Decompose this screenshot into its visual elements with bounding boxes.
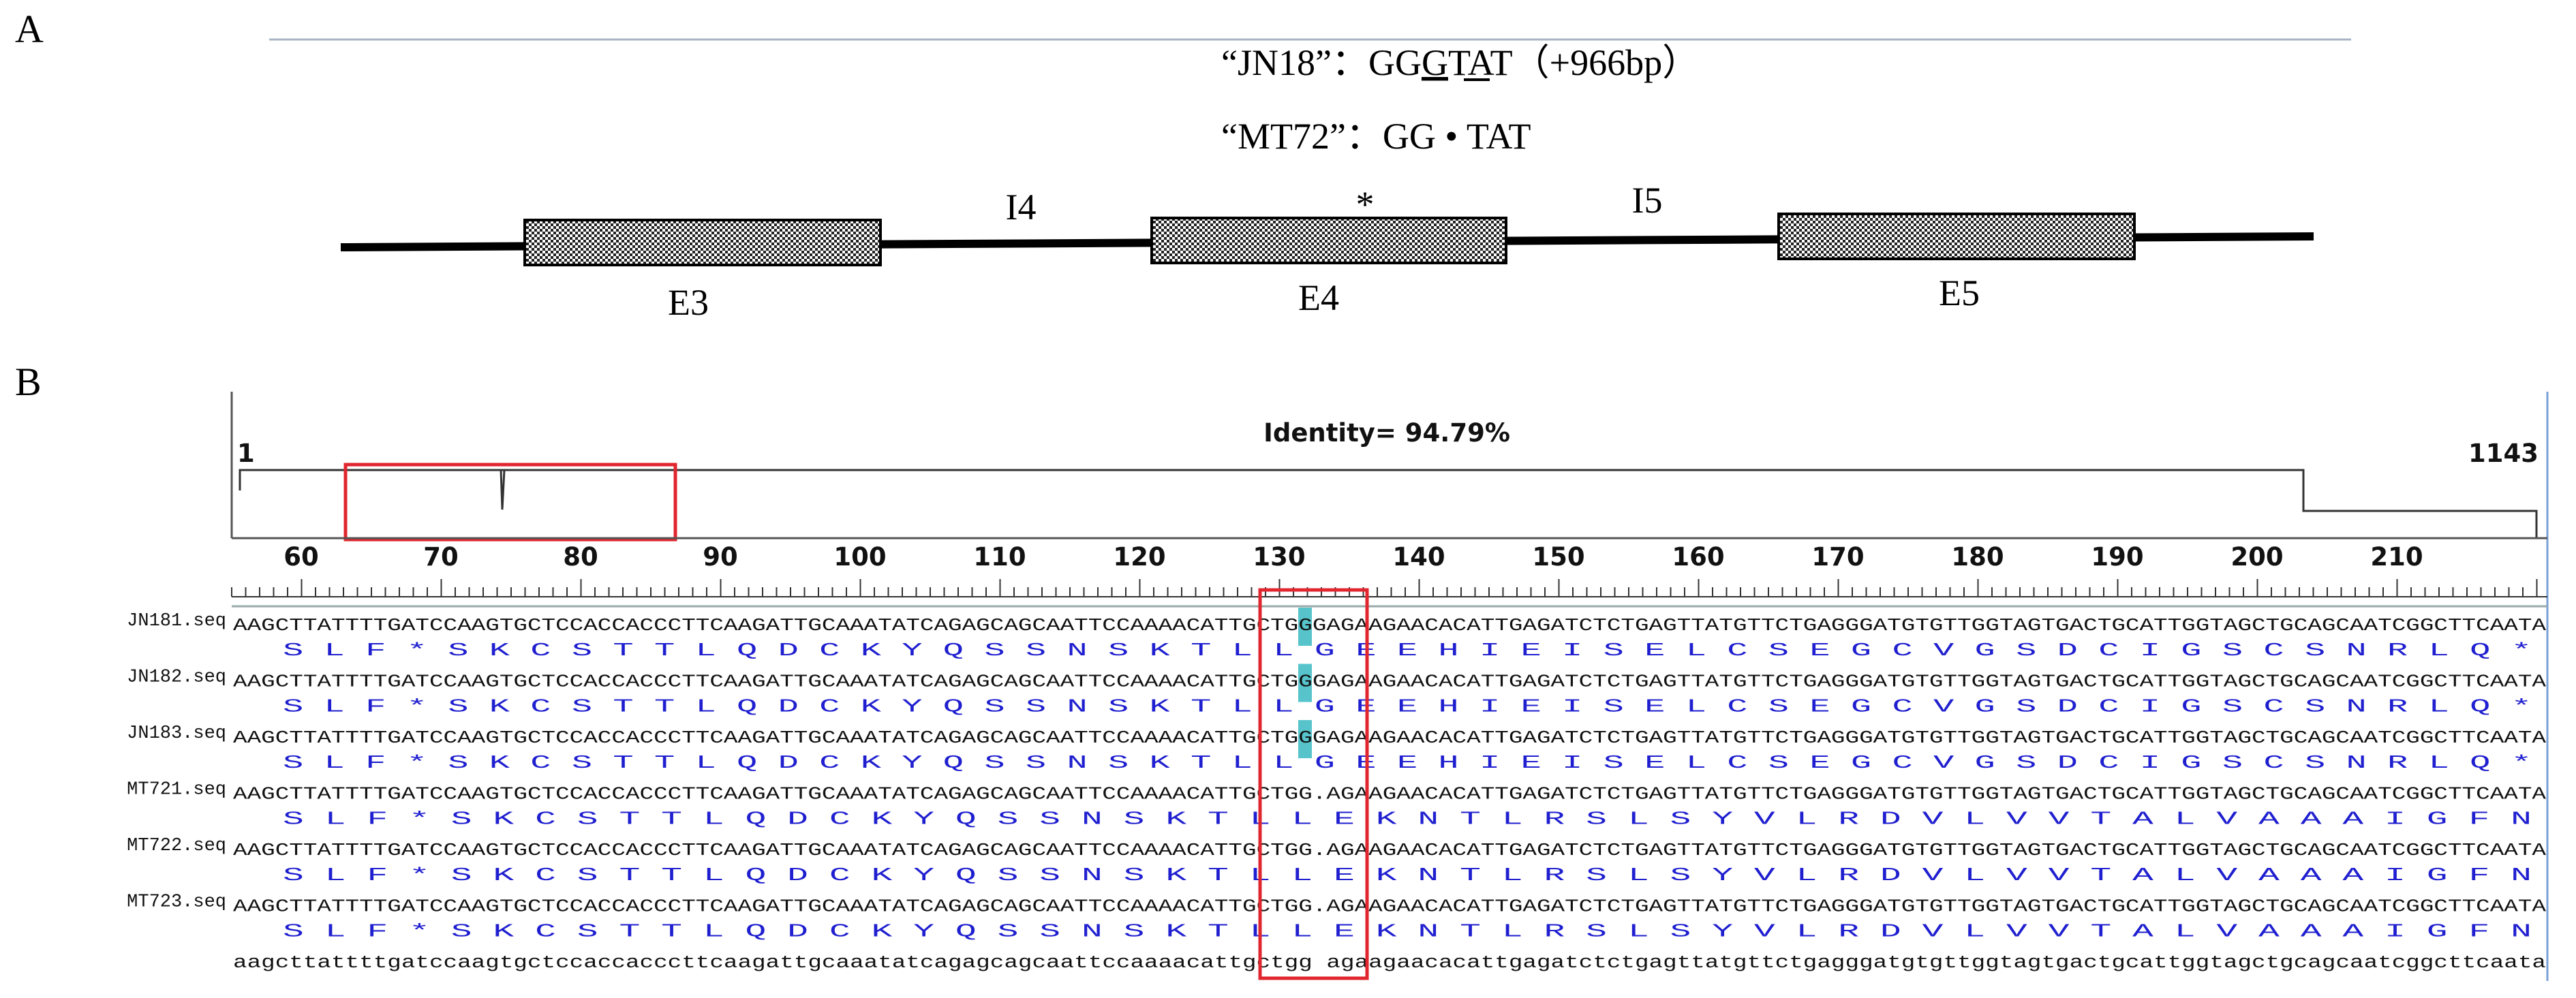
ruler-label: 120 — [1113, 542, 1165, 572]
consensus-sequence: aagcttattttgatccaagtgctccaccacccttcaagat… — [233, 953, 2546, 973]
exon-e4-label: E4 — [1298, 277, 1339, 318]
dna-segment: AGAAGAACACATTGAGATCTCTGAGTTATGTTCTGAGGGA… — [1326, 841, 2546, 860]
dna-segment: . — [1313, 897, 1327, 917]
amino-acid-translation: S L F * S K C S T T L Q D C K Y Q S S N … — [283, 866, 2532, 886]
mt72-allele-text: “MT72”：GG • TAT — [1221, 116, 1531, 157]
ruler-label: 190 — [2091, 542, 2143, 572]
amino-acid-translation: S L F * S K C S T T L Q D C K Y Q S S N … — [283, 810, 2532, 830]
ruler-label: 140 — [1392, 542, 1445, 572]
dna-sequence: AAGCTTATTTTGATCCAAGTGCTCCACCACCCTTCAAGAT… — [233, 728, 2547, 748]
ruler-ticks — [231, 579, 2538, 597]
ruler-label: 130 — [1253, 542, 1305, 572]
overview-selection-box — [343, 463, 677, 542]
dna-segment: AGAAGAACACATTGAGATCTCTGAGTTATGTTCTGAGGGA… — [1326, 672, 2546, 692]
panel-b: B Identity= 94.79% 1 1143 60 70 80 90 100 110… — [15, 360, 2549, 981]
dna-sequence: AAGCTTATTTTGATCCAAGTGCTCCACCACCCTTCAAGAT… — [233, 841, 2547, 860]
dna-segment: G — [1313, 616, 1327, 636]
ruler-label: 160 — [1672, 542, 1724, 572]
range-start-label: 1 — [237, 439, 255, 468]
identity-label: Identity= 94.79% — [1263, 418, 1510, 448]
dna-segment: AAGCTTATTTTGATCCAAGTGCTCCACCACCCTTCAAGAT… — [233, 841, 1257, 860]
amino-acid-translation: S L F * S K C S T T L Q D C K Y Q S S N … — [283, 698, 2532, 718]
dna-segment: CTGG — [1257, 672, 1313, 692]
ruler-label: 60 — [283, 542, 319, 572]
dna-segment: AAGCTTATTTTGATCCAAGTGCTCCACCACCCTTCAAGAT… — [233, 728, 1257, 748]
inserted-base-highlight — [1298, 608, 1312, 646]
ruler-label: 180 — [1951, 542, 2004, 572]
exon-e5-label: E5 — [1939, 272, 1980, 313]
dna-segment: CTGG — [1257, 841, 1313, 860]
ruler-label: 170 — [1811, 542, 1864, 572]
jn18-suffix: TAT（+966bp） — [1448, 42, 1699, 83]
range-end-label: 1143 — [2468, 439, 2539, 468]
dna-segment: CTGG — [1257, 616, 1313, 636]
dna-segment: G — [1313, 672, 1327, 692]
panel-b-label: B — [15, 360, 42, 404]
ruler-label: 90 — [703, 542, 738, 572]
ruler-label: 200 — [2230, 542, 2283, 572]
inserted-base-highlight — [1298, 720, 1312, 758]
dna-sequence: AAGCTTATTTTGATCCAAGTGCTCCACCACCCTTCAAGAT… — [233, 616, 2547, 636]
intron-i4-label: I4 — [1006, 187, 1037, 228]
dna-segment: . — [1313, 785, 1327, 805]
ruler-labels: 60 70 80 90 100 110 120 130 140 150 160 170 180 190 20… — [283, 542, 2423, 572]
jn18-quote: “JN18”： — [1221, 42, 1368, 83]
sequence-name: JN181.seq — [127, 611, 226, 631]
ruler-label: 100 — [833, 542, 886, 572]
dna-segment: AAGCTTATTTTGATCCAAGTGCTCCACCACCCTTCAAGAT… — [233, 616, 1257, 636]
ruler-label: 70 — [423, 542, 459, 572]
sequence-name: MT721.seq — [127, 780, 226, 800]
amino-acid-translation: S L F * S K C S T T L Q D C K Y Q S S N … — [283, 641, 2532, 661]
exon-e3-label: E3 — [668, 282, 709, 323]
dna-segment: AAGCTTATTTTGATCCAAGTGCTCCACCACCCTTCAAGAT… — [233, 897, 1257, 917]
exon-e4-box — [1150, 217, 1507, 264]
dna-segment: AGAAGAACACATTGAGATCTCTGAGTTATGTTCTGAGGGA… — [1326, 897, 2546, 917]
jn18-allele-text: “JN18”：GGGTAT（+966bp） — [1221, 42, 1699, 83]
jn18-prefix: GG — [1368, 42, 1422, 83]
amino-acid-translation: S L F * S K C S T T L Q D C K Y Q S S N … — [283, 753, 2532, 774]
dna-segment: G — [1313, 728, 1327, 748]
dna-segment: AAGCTTATTTTGATCCAAGTGCTCCACCACCCTTCAAGAT… — [233, 785, 1257, 805]
sequence-name: MT723.seq — [127, 892, 226, 913]
dna-sequence: AAGCTTATTTTGATCCAAGTGCTCCACCACCCTTCAAGAT… — [233, 785, 2547, 805]
dna-segment: AAGCTTATTTTGATCCAAGTGCTCCACCACCCTTCAAGAT… — [233, 672, 1257, 692]
mutation-marker: * — [1356, 184, 1375, 225]
ruler-label: 110 — [973, 542, 1026, 572]
ruler-label: 210 — [2370, 542, 2423, 572]
ruler-label: 80 — [563, 542, 598, 572]
dna-segment: CTGG — [1257, 897, 1313, 917]
ruler-label: 150 — [1532, 542, 1584, 572]
inserted-base-highlight — [1298, 664, 1312, 702]
sequence-name: JN183.seq — [127, 723, 226, 744]
dna-segment: AGAAGAACACATTGAGATCTCTGAGTTATGTTCTGAGGGA… — [1326, 616, 2546, 636]
sequence-name: MT722.seq — [127, 836, 226, 856]
dna-segment: AGAAGAACACATTGAGATCTCTGAGTTATGTTCTGAGGGA… — [1326, 728, 2546, 748]
dna-segment: CTGG — [1257, 785, 1313, 805]
intron-i5-label: I5 — [1632, 180, 1663, 221]
panel-a: A “JN18”：GGGTAT（+966bp） “MT72”：GG • TAT … — [15, 7, 2351, 323]
exon-e5-box — [1777, 213, 2136, 260]
dna-sequence: AAGCTTATTTTGATCCAAGTGCTCCACCACCCTTCAAGAT… — [233, 897, 2547, 917]
identity-trace — [239, 469, 2538, 538]
dna-sequence: AAGCTTATTTTGATCCAAGTGCTCCACCACCCTTCAAGAT… — [233, 672, 2547, 692]
dna-segment: . — [1313, 841, 1327, 860]
jn18-inserted-base: G — [1422, 42, 1448, 83]
sequence-name: JN182.seq — [127, 668, 226, 688]
alignment: JN181.seq AAGCTTATTTTGATCCAAGTGCTCCACCACC… — [127, 608, 2547, 973]
identity-trace-dip — [500, 469, 506, 510]
dna-segment: CTGG — [1257, 728, 1313, 748]
dna-segment: AGAAGAACACATTGAGATCTCTGAGTTATGTTCTGAGGGA… — [1326, 785, 2546, 805]
panel-a-label: A — [15, 7, 44, 51]
amino-acid-translation: S L F * S K C S T T L Q D C K Y Q S S N … — [283, 922, 2532, 943]
exon-e3-box — [523, 219, 882, 266]
mutation-window-box — [1258, 588, 1369, 980]
